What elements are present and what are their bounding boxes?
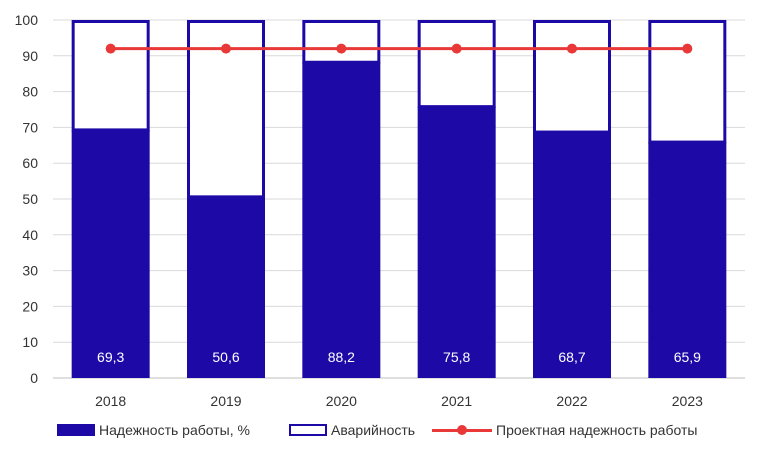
y-tick-label: 0 bbox=[30, 370, 38, 386]
bar-reliability bbox=[417, 106, 496, 379]
legend-swatch-design-reliability bbox=[432, 424, 492, 436]
x-tick-label: 2019 bbox=[210, 393, 241, 409]
data-label: 88,2 bbox=[328, 349, 355, 365]
y-tick-label: 60 bbox=[22, 155, 38, 171]
data-label: 75,8 bbox=[443, 349, 470, 365]
x-tick-label: 2021 bbox=[441, 393, 472, 409]
x-tick-label: 2022 bbox=[556, 393, 587, 409]
x-tick-label: 2020 bbox=[326, 393, 357, 409]
legend-dot-mark bbox=[457, 425, 467, 435]
line-point bbox=[451, 43, 462, 54]
bar-accidents bbox=[648, 20, 727, 144]
y-axis-ticks: 0 10 20 30 40 50 60 70 80 90 100 bbox=[15, 12, 39, 386]
x-tick-label: 2018 bbox=[95, 393, 126, 409]
y-tick-label: 20 bbox=[22, 298, 38, 314]
bar-accidents bbox=[71, 20, 150, 132]
y-tick-label: 90 bbox=[22, 48, 38, 64]
bar-accidents bbox=[187, 20, 265, 199]
x-tick-label: 2023 bbox=[672, 393, 703, 409]
bar-accidents bbox=[417, 20, 496, 109]
legend-swatch-accidents bbox=[289, 424, 327, 436]
line-point bbox=[336, 43, 347, 54]
line-point bbox=[221, 43, 231, 54]
legend: Надежность работы, % Аварийность Проектн… bbox=[0, 422, 768, 450]
legend-item-reliability: Надежность работы, % bbox=[57, 422, 250, 438]
bar-reliability bbox=[648, 142, 727, 378]
line-point bbox=[682, 43, 693, 54]
bar-accidents bbox=[302, 20, 381, 64]
y-tick-label: 10 bbox=[22, 334, 38, 350]
line-point bbox=[567, 43, 577, 54]
bar-accidents bbox=[533, 20, 611, 134]
legend-label-design-reliability: Проектная надежность работы bbox=[496, 422, 698, 438]
bar-reliability bbox=[533, 132, 611, 378]
line-point bbox=[105, 43, 116, 54]
bars bbox=[71, 20, 727, 379]
gridlines bbox=[53, 19, 745, 379]
y-tick-label: 80 bbox=[22, 84, 38, 100]
legend-label-accidents: Аварийность bbox=[331, 422, 416, 438]
legend-swatch-reliability bbox=[57, 424, 95, 436]
data-label: 50,6 bbox=[212, 349, 239, 365]
bar-reliability bbox=[187, 196, 265, 378]
legend-item-accidents: Аварийность bbox=[289, 422, 415, 438]
y-tick-label: 70 bbox=[22, 119, 38, 135]
bar-reliability bbox=[71, 129, 150, 378]
data-label: 68,7 bbox=[558, 349, 585, 365]
y-tick-label: 50 bbox=[22, 191, 38, 207]
target-line bbox=[105, 43, 693, 54]
y-tick-label: 30 bbox=[22, 263, 38, 279]
data-label: 65,9 bbox=[674, 349, 701, 365]
legend-item-design-reliability: Проектная надежность работы bbox=[432, 422, 697, 438]
bar-reliability bbox=[302, 62, 381, 379]
x-axis-ticks: 2018 2019 2020 2021 2022 2023 bbox=[95, 393, 703, 409]
data-labels: 69,3 50,6 88,2 75,8 68,7 65,9 bbox=[97, 349, 701, 365]
legend-label-reliability: Надежность работы, % bbox=[99, 422, 250, 438]
y-tick-label: 40 bbox=[22, 227, 38, 243]
y-tick-label: 100 bbox=[15, 12, 39, 28]
data-label: 69,3 bbox=[97, 349, 124, 365]
